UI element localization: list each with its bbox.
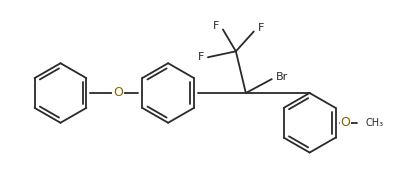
Text: O: O [113, 87, 123, 100]
Text: F: F [198, 52, 204, 62]
Text: CH₃: CH₃ [365, 118, 383, 128]
Text: F: F [213, 21, 219, 31]
Text: Br: Br [276, 72, 288, 82]
Text: F: F [258, 23, 264, 33]
Text: O: O [341, 116, 350, 129]
